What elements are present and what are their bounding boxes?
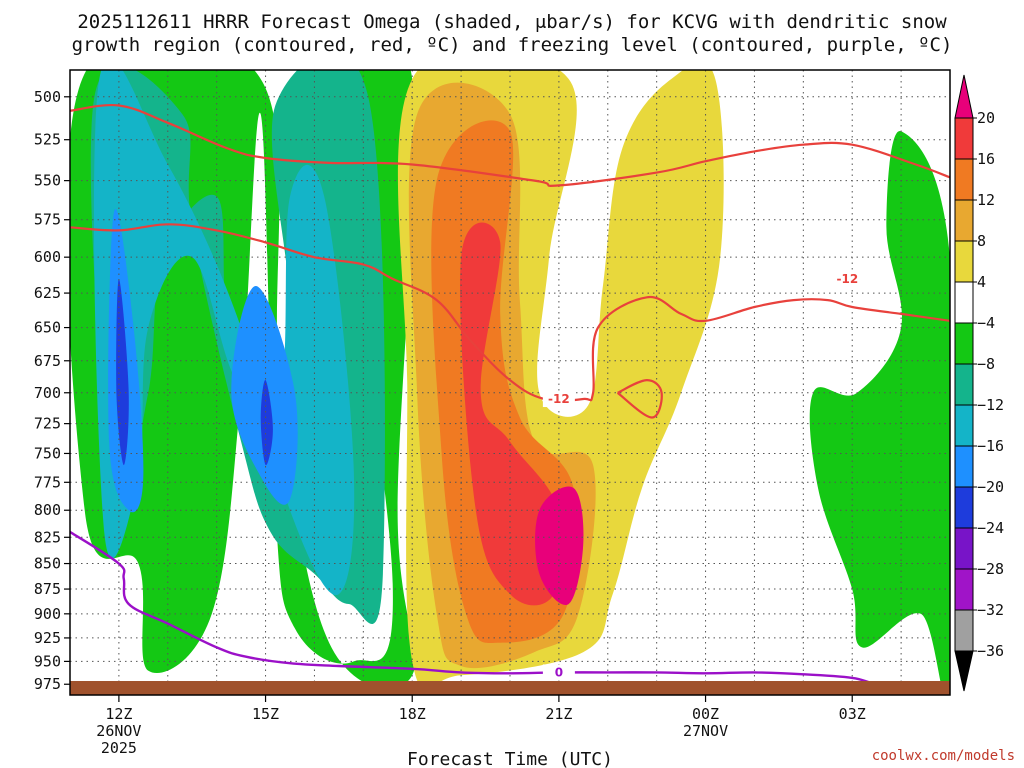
y-tick-label-975: 975 bbox=[34, 675, 61, 693]
y-tick-label-950: 950 bbox=[34, 652, 61, 670]
colorbar-label-2: 12 bbox=[977, 191, 995, 209]
y-tick-label-875: 875 bbox=[34, 580, 61, 598]
x-tick-label-1: 15Z bbox=[252, 705, 279, 723]
freezing-level-label: 0 bbox=[555, 665, 563, 679]
y-tick-label-725: 725 bbox=[34, 415, 61, 433]
colorbar-swatch-3 bbox=[954, 240, 974, 283]
colorbar-swatch-12 bbox=[954, 609, 974, 652]
colorbar-swatch-5 bbox=[954, 322, 974, 365]
y-tick-label-575: 575 bbox=[34, 211, 61, 229]
colorbar-swatch-9 bbox=[954, 486, 974, 529]
y-tick-label-700: 700 bbox=[34, 384, 61, 402]
colorbar-label-13: −36 bbox=[977, 642, 1004, 660]
chart-title-line-1: 2025112611 HRRR Forecast Omega (shaded, … bbox=[77, 11, 947, 33]
colorbar-label-10: −24 bbox=[977, 519, 1004, 537]
y-tick-label-900: 900 bbox=[34, 605, 61, 623]
dendritic-label-lower: -12 bbox=[548, 392, 570, 406]
contours: -12 -12 0 bbox=[70, 103, 950, 695]
colorbar-label-6: −8 bbox=[977, 355, 995, 373]
y-tick-label-550: 550 bbox=[34, 172, 61, 190]
terrain-strip bbox=[70, 681, 950, 695]
upward-motion-neg20-b bbox=[260, 379, 273, 466]
colorbar-label-12: −32 bbox=[977, 601, 1004, 619]
y-tick-label-625: 625 bbox=[34, 284, 61, 302]
x-axis-label: Forecast Time (UTC) bbox=[407, 749, 613, 768]
dendritic-label-lower-bg bbox=[542, 391, 575, 408]
y-tick-label-750: 750 bbox=[34, 444, 61, 462]
colorbar-swatch-4 bbox=[954, 281, 974, 324]
colorbar-top-triangle bbox=[954, 74, 974, 119]
x-tick-date-4: 27NOV bbox=[683, 722, 728, 740]
upward-motion-neg20 bbox=[116, 278, 129, 466]
colorbar-swatch-0 bbox=[954, 117, 974, 160]
x-tick-date-0: 26NOV bbox=[96, 722, 141, 740]
x-tick-label-2: 18Z bbox=[399, 705, 426, 723]
credit-text: coolwx.com/models bbox=[872, 748, 1015, 764]
y-tick-label-675: 675 bbox=[34, 352, 61, 370]
x-tick-label-5: 03Z bbox=[839, 705, 866, 723]
colorbar-label-3: 8 bbox=[977, 232, 986, 250]
y-tick-label-850: 850 bbox=[34, 555, 61, 573]
y-tick-label-650: 650 bbox=[34, 319, 61, 337]
dendritic-contour-0 bbox=[70, 103, 950, 187]
colorbar-label-5: −4 bbox=[977, 314, 995, 332]
colorbar-label-11: −28 bbox=[977, 560, 1004, 578]
colorbar-label-4: 4 bbox=[977, 273, 986, 291]
colorbar-swatch-11 bbox=[954, 568, 974, 611]
dendritic-contour-2 bbox=[616, 378, 663, 419]
x-tick-label-0: 12Z bbox=[105, 705, 132, 723]
colorbar-swatch-8 bbox=[954, 445, 974, 488]
colorbar-label-8: −16 bbox=[977, 437, 1004, 455]
colorbar-swatch-10 bbox=[954, 527, 974, 570]
colorbar-swatch-1 bbox=[954, 158, 974, 201]
y-tick-label-775: 775 bbox=[34, 473, 61, 491]
colorbar-swatch-2 bbox=[954, 199, 974, 242]
y-axis: 500 525 550 575 600 625 650 675 700 725 750 775 800 8… bbox=[34, 88, 70, 693]
x-tick-label-4: 00Z bbox=[692, 705, 719, 723]
plot-frame bbox=[69, 69, 951, 696]
x-tick-label-3: 21Z bbox=[545, 705, 572, 723]
y-tick-label-600: 600 bbox=[34, 248, 61, 266]
y-tick-label-800: 800 bbox=[34, 501, 61, 519]
colorbar: 20 16 12 8 4 −4 −8 −12 −16 −20 −24 −28 −32 −36 bbox=[954, 74, 1004, 692]
downward-motion-20 bbox=[535, 486, 584, 606]
y-tick-label-825: 825 bbox=[34, 528, 61, 546]
colorbar-label-1: 16 bbox=[977, 150, 995, 168]
freezing-level-contour bbox=[70, 530, 931, 695]
x-tick-year-0: 2025 bbox=[101, 739, 137, 757]
dendritic-label-upper-bg bbox=[831, 270, 864, 287]
colorbar-label-9: −20 bbox=[977, 478, 1004, 496]
freezing-level-label-bg bbox=[542, 664, 575, 681]
colorbar-swatch-6 bbox=[954, 363, 974, 406]
colorbar-label-7: −12 bbox=[977, 396, 1004, 414]
dendritic-label-upper: -12 bbox=[836, 272, 858, 286]
colorbar-swatch-7 bbox=[954, 404, 974, 447]
downward-motion-16 bbox=[460, 222, 564, 606]
upward-motion-late bbox=[809, 131, 950, 695]
y-tick-label-925: 925 bbox=[34, 629, 61, 647]
y-tick-label-525: 525 bbox=[34, 131, 61, 149]
colorbar-label-0: 20 bbox=[977, 109, 995, 127]
y-tick-label-500: 500 bbox=[34, 88, 61, 106]
chart-title-line-2: growth region (contoured, red, ºC) and f… bbox=[72, 34, 953, 56]
colorbar-bottom-triangle bbox=[954, 650, 974, 692]
